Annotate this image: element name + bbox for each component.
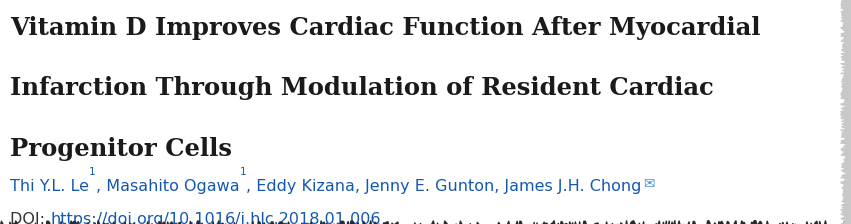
Text: Thi Y.L. Le: Thi Y.L. Le <box>10 179 89 194</box>
Text: Progenitor Cells: Progenitor Cells <box>10 137 232 161</box>
Text: , Masahito Ogawa: , Masahito Ogawa <box>96 179 239 194</box>
Text: DOI:: DOI: <box>10 212 50 224</box>
Text: Infarction Through Modulation of Resident Cardiac: Infarction Through Modulation of Residen… <box>10 76 714 100</box>
Text: 1: 1 <box>89 167 96 177</box>
Text: , Eddy Kizana, Jenny E. Gunton, James J.H. Chong: , Eddy Kizana, Jenny E. Gunton, James J.… <box>246 179 642 194</box>
Text: 1: 1 <box>239 167 246 177</box>
Text: https://doi.org/10.1016/j.hlc.2018.01.006: https://doi.org/10.1016/j.hlc.2018.01.00… <box>50 212 381 224</box>
Text: Vitamin D Improves Cardiac Function After Myocardial: Vitamin D Improves Cardiac Function Afte… <box>10 16 761 40</box>
Text: ✉: ✉ <box>643 177 654 191</box>
